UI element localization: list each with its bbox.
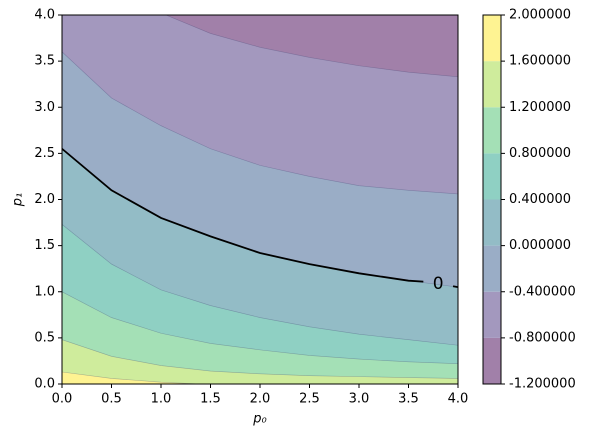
colorbar-tick-label: -0.800000 — [509, 330, 576, 345]
colorbar-tick-label: 0.400000 — [509, 192, 571, 207]
x-tick-label: 0.5 — [101, 392, 122, 407]
colorbar-band — [483, 61, 501, 108]
y-tick-label: 2.5 — [34, 146, 55, 161]
plot-area — [62, 15, 458, 384]
contour-edge — [62, 371, 201, 384]
colorbar-band — [483, 107, 501, 154]
colorbar-band — [483, 291, 501, 338]
y-tick-label: 1.5 — [34, 238, 55, 253]
x-tick-label: 3.0 — [349, 392, 370, 407]
contour-label: 0 — [433, 274, 444, 294]
contour-edge — [62, 51, 458, 195]
colorbar-band — [483, 245, 501, 292]
x-axis-label: p₀ — [252, 412, 267, 427]
y-tick-label: 4.0 — [34, 8, 55, 23]
y-tick-label: 3.5 — [34, 54, 55, 69]
x-tick-label: 2.5 — [299, 392, 320, 407]
x-tick-label: 3.5 — [398, 392, 419, 407]
colorbar-tick-label: 0.000000 — [509, 238, 571, 253]
colorbar-band — [483, 199, 501, 246]
x-tick-label: 0.0 — [52, 392, 73, 407]
x-tick-label: 4.0 — [448, 392, 469, 407]
contour-band — [62, 372, 201, 384]
colorbar-tick-label: -0.400000 — [509, 284, 576, 299]
colorbar-band — [483, 337, 501, 384]
contour-line — [62, 148, 458, 289]
contour-edge — [165, 15, 458, 78]
colorbar-tick-label: 2.000000 — [509, 8, 571, 23]
x-tick-label: 2.0 — [250, 392, 271, 407]
contour-band — [62, 339, 458, 384]
colorbar-tick-label: 1.200000 — [509, 100, 571, 115]
colorbar-tick-label: 0.800000 — [509, 146, 571, 161]
contour-edge — [62, 291, 458, 365]
y-tick-label: 0.5 — [34, 330, 55, 345]
contour-band — [62, 291, 458, 384]
y-axis-label: p₁ — [11, 193, 26, 207]
contour-edge — [62, 339, 458, 379]
y-tick-label: 1.0 — [34, 284, 55, 299]
contour-edge — [62, 224, 458, 346]
colorbar-band — [483, 153, 501, 200]
colorbar-band — [483, 15, 501, 62]
y-tick-label: 3.0 — [34, 100, 55, 115]
y-tick-label: 2.0 — [34, 192, 55, 207]
x-tick-label: 1.5 — [200, 392, 221, 407]
colorbar-tick-label: -1.200000 — [509, 377, 576, 392]
x-tick-label: 1.0 — [151, 392, 172, 407]
colorbar-tick-label: 1.600000 — [509, 54, 571, 69]
y-tick-label: 0.0 — [34, 377, 55, 392]
